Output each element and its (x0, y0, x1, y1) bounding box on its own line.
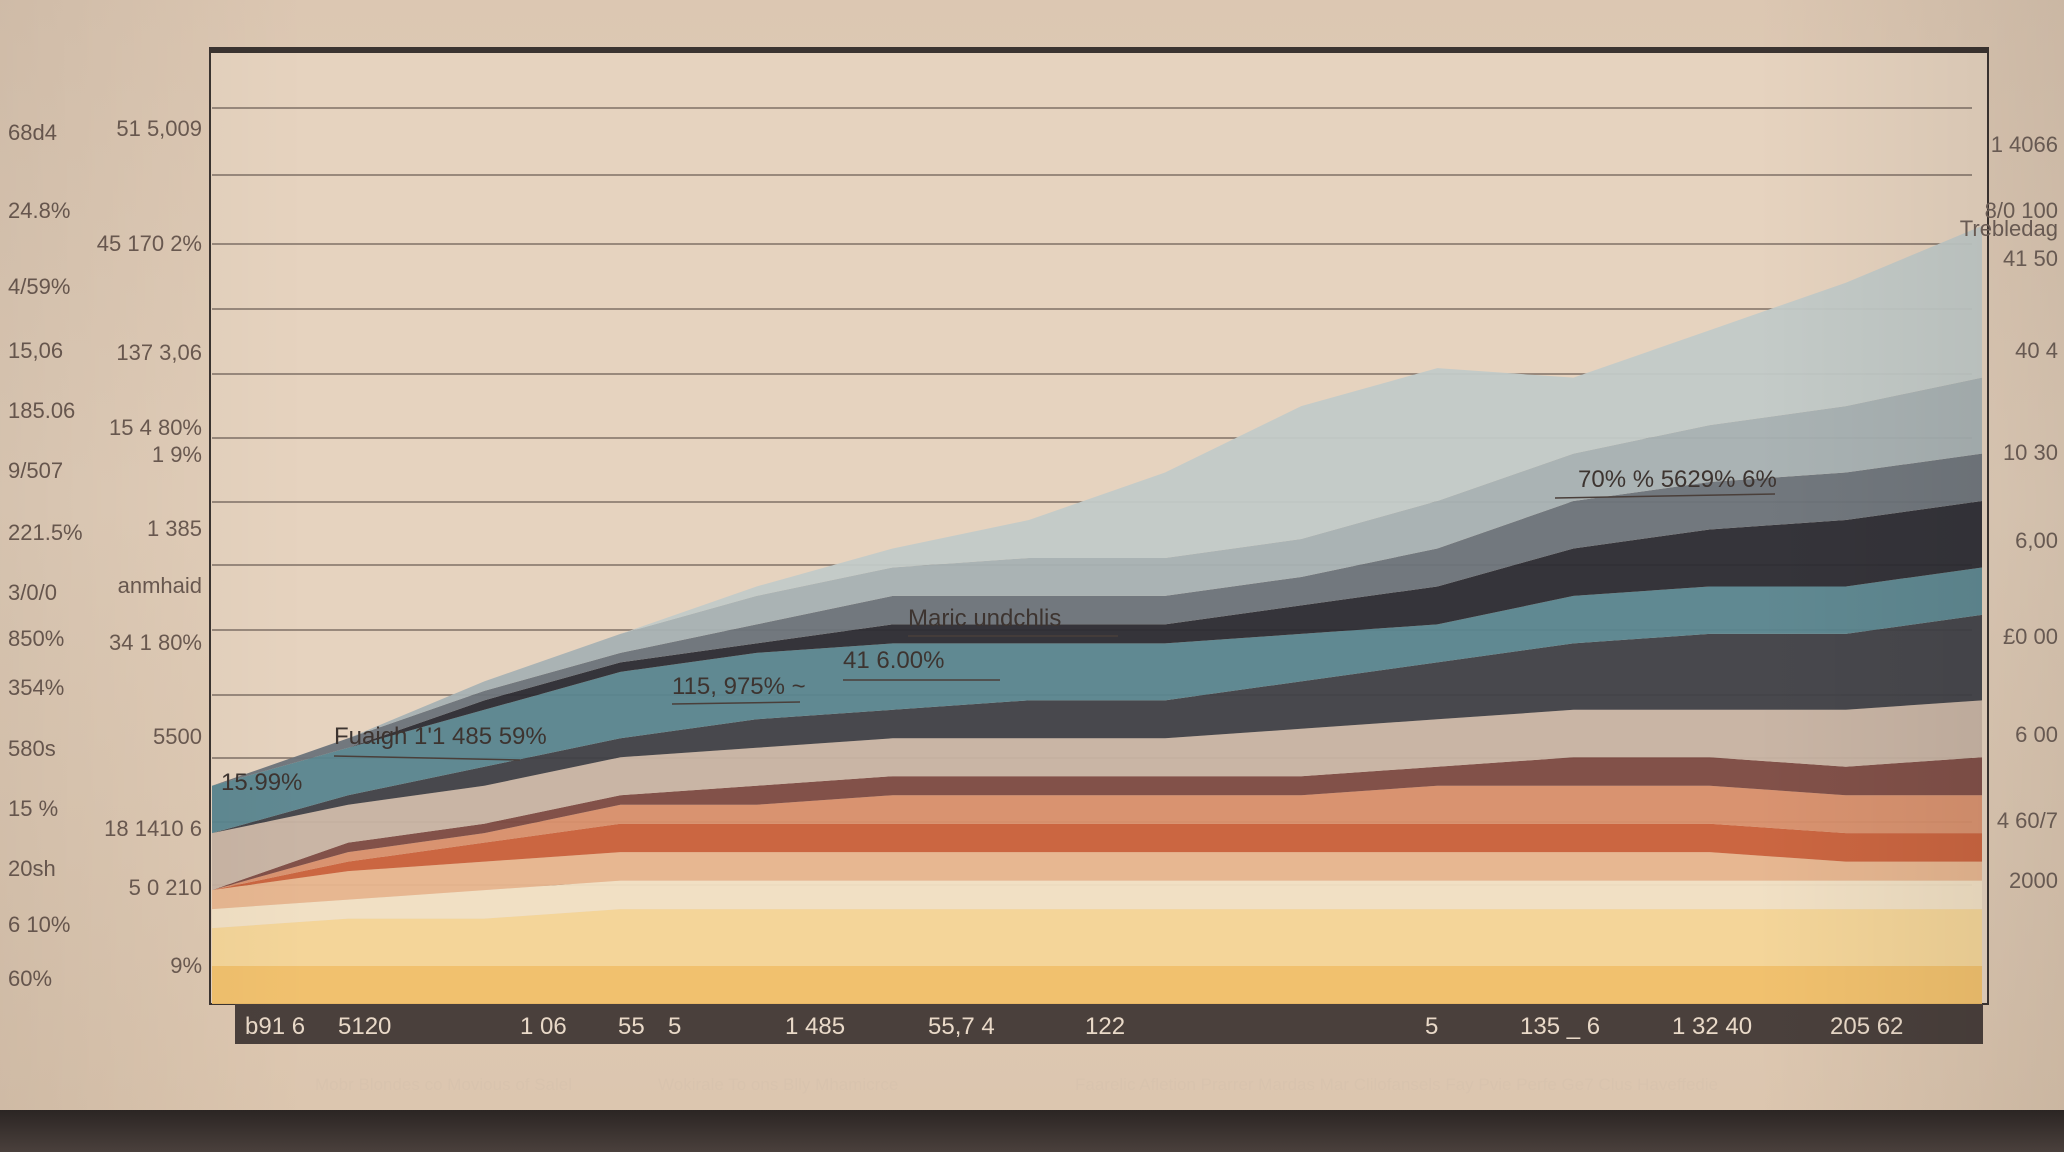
screen-vignette (0, 0, 2064, 1110)
area-chart: b91 651201 065551 48555,7 41225135 _ 61 … (0, 0, 2064, 1110)
monitor-bezel (0, 1110, 2064, 1152)
monitor-screen: b91 651201 065551 48555,7 41225135 _ 61 … (0, 0, 2064, 1110)
